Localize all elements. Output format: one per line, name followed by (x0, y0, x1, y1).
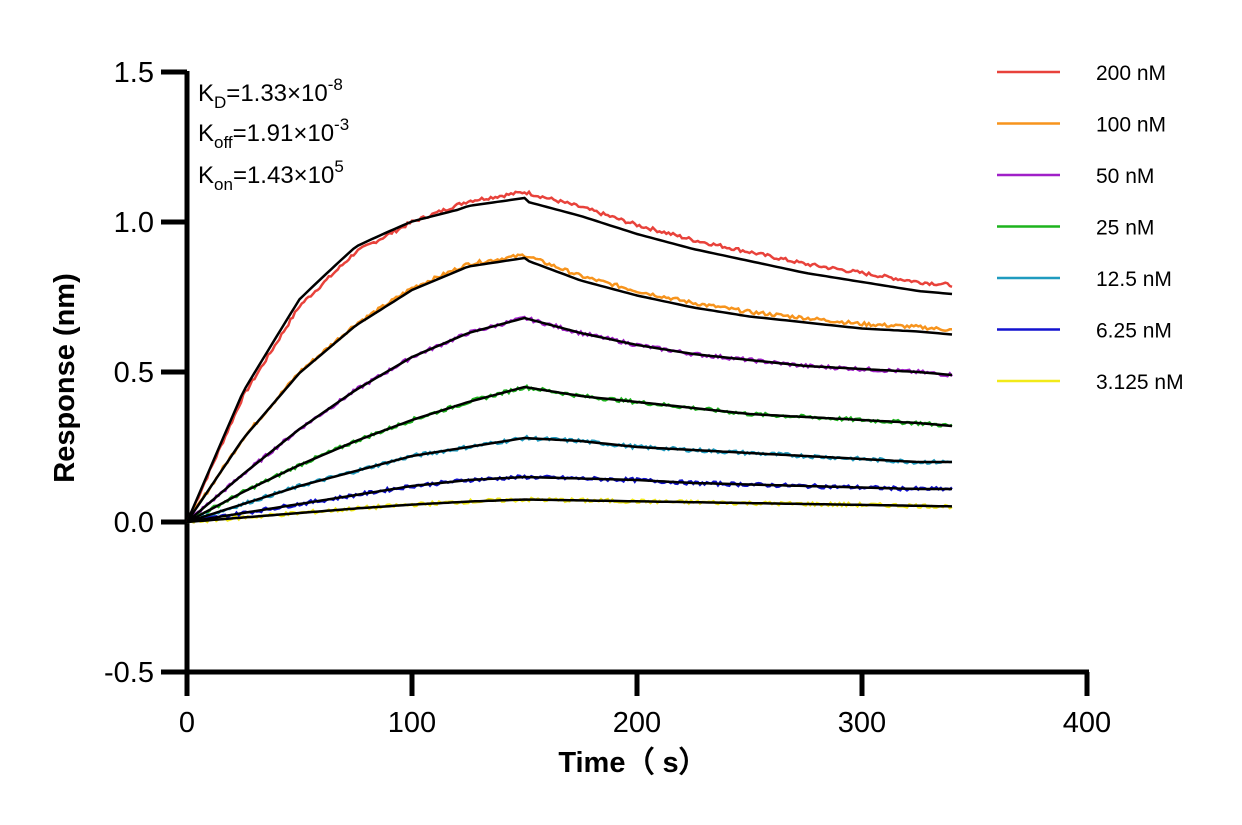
y-tick-label: 1.5 (114, 57, 154, 89)
annotation-koff: Koff=1.91×10-3 (198, 115, 349, 152)
y-tick-label: 0.0 (114, 507, 154, 539)
legend-label: 12.5 nM (1096, 268, 1172, 291)
kon-eq: =1.43×10 (233, 162, 334, 189)
x-tick-label: 400 (1063, 707, 1111, 739)
kon-sup: 5 (334, 157, 343, 176)
kd-base: K (198, 80, 214, 107)
series-line (185, 253, 953, 523)
y-tick-label: 0.5 (114, 357, 154, 389)
legend-label: 3.125 nM (1096, 371, 1184, 394)
x-tick-label: 100 (388, 707, 436, 739)
fit-curve (186, 316, 953, 523)
koff-sub: off (214, 133, 233, 152)
y-axis-title: Response (nm) (49, 273, 81, 482)
legend-label: 200 nM (1096, 62, 1166, 85)
kon-sub: on (214, 175, 233, 194)
annotation-kd: KD=1.33×10-8 (198, 75, 343, 112)
koff-sup: -3 (334, 115, 349, 134)
fit-layer (185, 196, 953, 524)
annotation-kon: Kon=1.43×105 (198, 157, 344, 194)
y-tick-label: -0.5 (104, 657, 154, 689)
x-tick-label: 200 (613, 707, 661, 739)
x-tick-label: 300 (838, 707, 886, 739)
fit-curve (186, 385, 953, 524)
y-tick-label: 1.0 (114, 207, 154, 239)
kon-base: K (198, 162, 214, 189)
koff-base: K (198, 120, 214, 147)
legend-label: 100 nM (1096, 114, 1166, 137)
kd-sup: -8 (328, 75, 343, 94)
series-line (185, 189, 953, 523)
series-line (186, 496, 953, 524)
series-layer (185, 189, 953, 524)
legend: 200 nM 100 nM 50 nM 25 nM 12.5 nM 6.25 nM 3.12… (997, 62, 1184, 394)
koff-eq: =1.91×10 (233, 120, 334, 147)
legend-label: 50 nM (1096, 165, 1154, 188)
fit-curve (186, 475, 952, 524)
kd-sub: D (214, 93, 226, 112)
x-ticks: 0 100 200 300 400 (179, 672, 1111, 739)
fit-curve (185, 256, 953, 523)
y-ticks: -0.5 0.0 0.5 1.0 1.5 (104, 57, 187, 689)
x-tick-label: 0 (179, 707, 195, 739)
fit-curve (186, 436, 952, 524)
legend-label: 6.25 nM (1096, 320, 1172, 343)
kd-eq: =1.33×10 (226, 80, 327, 107)
x-axis-title: Time（ s） (558, 746, 707, 779)
fit-curve (185, 196, 953, 523)
legend-label: 25 nM (1096, 217, 1154, 240)
fit-curve (186, 498, 953, 524)
